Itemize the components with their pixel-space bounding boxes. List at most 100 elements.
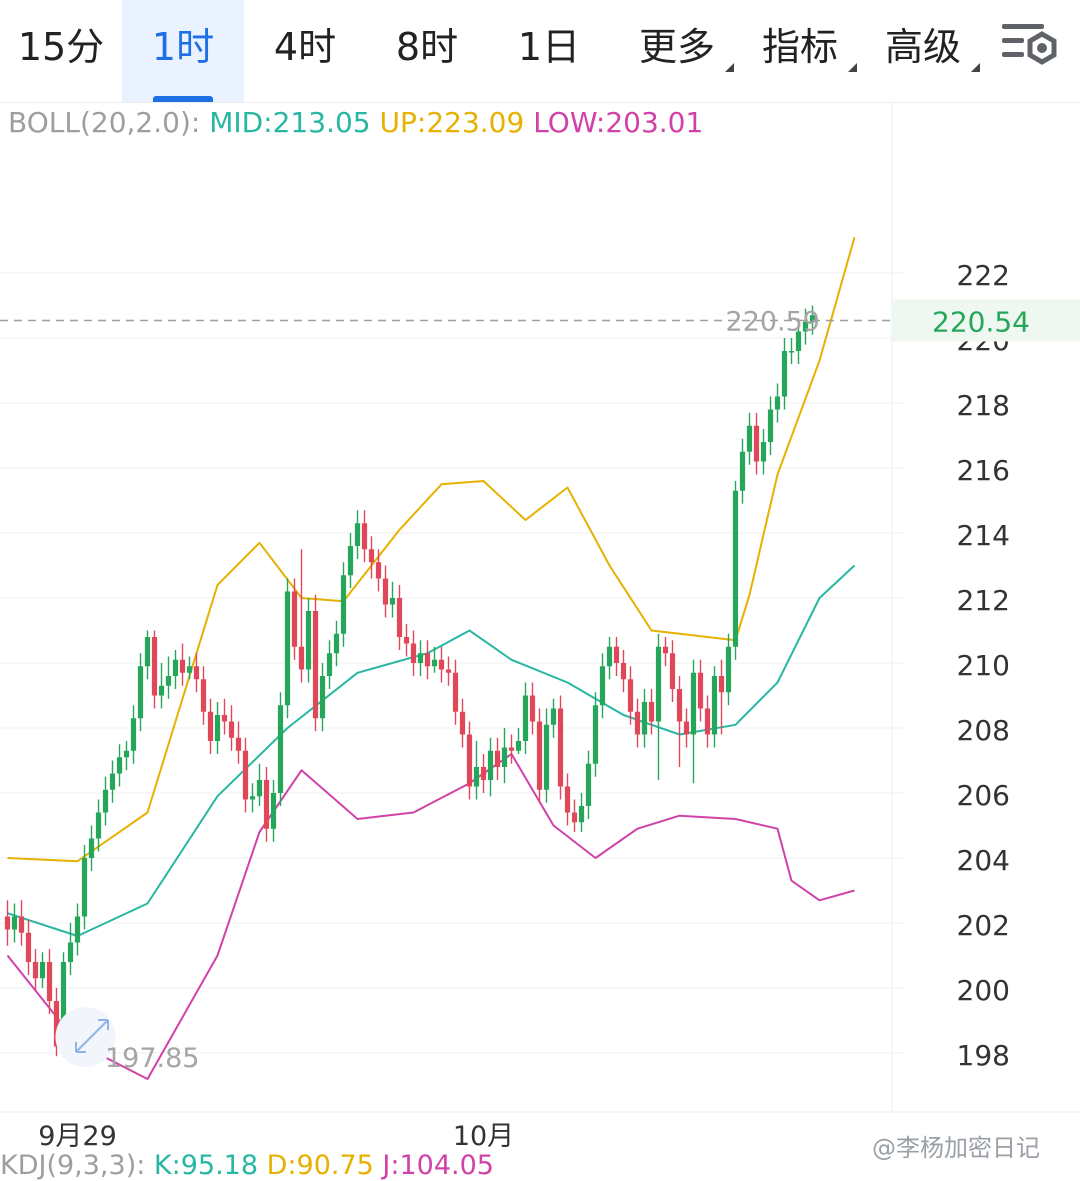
candle-body — [599, 666, 606, 706]
y-tick-label: 218 — [957, 389, 1010, 422]
candle-body — [459, 711, 466, 735]
candle-body — [809, 315, 816, 322]
candle-body — [550, 708, 557, 725]
candle-body — [788, 351, 795, 353]
candle-body — [270, 793, 277, 829]
boll-low-value: LOW:203.01 — [533, 106, 704, 139]
candle-body — [683, 721, 690, 735]
candle-body — [739, 451, 746, 491]
dropdown-caret-icon — [725, 63, 734, 72]
candle-body — [74, 916, 81, 943]
candle-body — [725, 646, 732, 693]
candle-body — [781, 351, 788, 397]
tab-4hour[interactable]: 4时 — [273, 25, 337, 69]
candle-body — [753, 425, 760, 462]
current-price-badge — [892, 299, 1080, 342]
candle-body — [382, 578, 389, 605]
candle-body — [25, 932, 32, 962]
dropdown-caret-icon — [848, 63, 857, 72]
y-tick-label: 202 — [957, 909, 1010, 942]
candle-body — [277, 705, 284, 793]
candle-body — [676, 689, 683, 722]
active-tab-indicator — [153, 96, 213, 102]
tab-8hour[interactable]: 8时 — [395, 25, 459, 69]
candle-body — [319, 676, 326, 719]
last-price-label: 220.59 — [726, 306, 820, 337]
candle-body — [508, 747, 515, 751]
candle-body — [669, 653, 676, 689]
candle-body — [522, 695, 529, 741]
candle-body — [165, 676, 172, 686]
candle-body — [564, 786, 571, 813]
candle-body — [67, 942, 74, 962]
candle-body — [760, 442, 767, 462]
tab-1hour[interactable]: 1时 — [122, 0, 244, 102]
candle-body — [627, 679, 634, 712]
chart-settings-icon[interactable] — [1000, 20, 1060, 70]
min-price-label: 197.85 — [105, 1043, 199, 1074]
candle-body — [305, 611, 312, 670]
candle-body — [326, 653, 333, 676]
candle-body — [116, 757, 123, 774]
candle-body — [494, 750, 501, 767]
candle-body — [655, 646, 662, 722]
candle-body — [529, 695, 536, 722]
dropdown-caret-icon — [971, 63, 980, 72]
candle-body — [130, 718, 137, 751]
candle-body — [515, 741, 522, 751]
candle-body — [802, 321, 809, 332]
candle-body — [403, 637, 410, 644]
candle-body — [445, 669, 452, 673]
candle-body — [144, 637, 151, 667]
candle-body — [88, 838, 95, 858]
candle-body — [263, 780, 270, 829]
candle-body — [312, 611, 319, 719]
tab-more[interactable]: 更多 — [622, 0, 734, 102]
candle-body — [333, 633, 340, 654]
candle-body — [368, 549, 375, 563]
candle-body — [746, 425, 753, 452]
candle-body — [123, 750, 130, 758]
candle-body — [221, 715, 228, 722]
boll-legend: BOLL(20,2.0): MID:213.05 UP:223.09 LOW:2… — [8, 106, 703, 139]
y-tick-label: 200 — [957, 974, 1010, 1007]
tab-1day[interactable]: 1日 — [517, 25, 581, 69]
boll-up-value: UP:223.09 — [379, 106, 525, 139]
watermark: @李杨加密日记 — [872, 1128, 1040, 1163]
candle-body — [732, 490, 739, 647]
candle-body — [46, 962, 53, 1001]
candle-body — [102, 789, 109, 813]
y-tick-label: 204 — [957, 844, 1010, 877]
candle-body — [585, 763, 592, 806]
candle-body — [557, 708, 564, 787]
candle-body — [11, 916, 18, 930]
diagonal-arrow-icon — [75, 1019, 109, 1053]
candle-body — [151, 637, 158, 696]
candle-body — [172, 659, 179, 676]
candle-body — [200, 679, 207, 712]
boll-mid-line — [7, 564, 856, 937]
boll-mid-value: MID:213.05 — [209, 106, 371, 139]
candle-body — [767, 409, 774, 442]
candle-body — [431, 659, 438, 667]
tab-15min[interactable]: 15分 — [17, 25, 105, 69]
candle-body — [501, 747, 508, 767]
candle-body — [109, 773, 116, 790]
candle-body — [417, 653, 424, 663]
candle-body — [53, 1001, 60, 1047]
candle-body — [718, 676, 725, 693]
candle-body — [347, 546, 354, 576]
candle-body — [473, 767, 480, 787]
candle-body — [578, 806, 585, 823]
candle-body — [690, 672, 697, 735]
tab-advanced[interactable]: 高级 — [868, 0, 980, 102]
candle-body — [641, 702, 648, 735]
kdj-label: KDJ(9,3,3): — [0, 1150, 146, 1181]
candle-body — [340, 575, 347, 634]
tab-indicators[interactable]: 指标 — [745, 0, 857, 102]
candle-body — [256, 780, 263, 797]
candle-body — [158, 685, 165, 696]
candle-body — [18, 916, 25, 933]
candle-body — [536, 721, 543, 790]
